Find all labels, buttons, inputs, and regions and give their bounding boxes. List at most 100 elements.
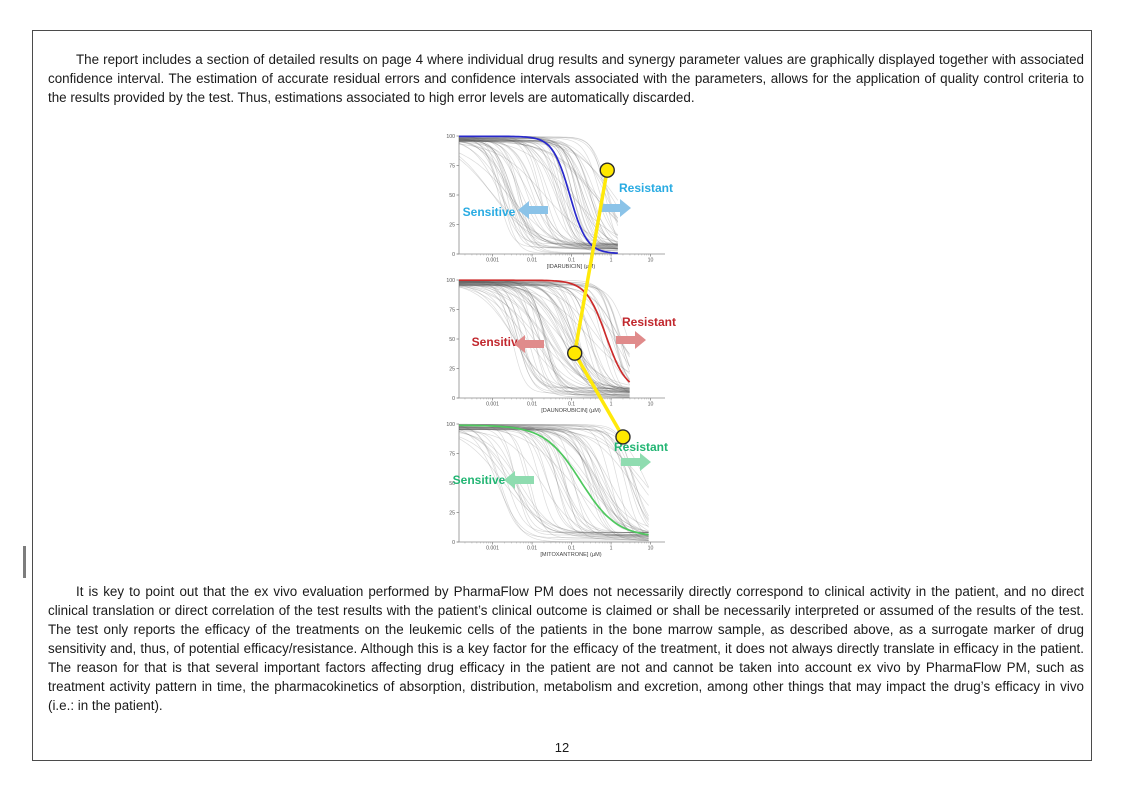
population-curve [459, 429, 649, 535]
population-curve [459, 427, 649, 533]
y-tick-label: 100 [446, 422, 455, 428]
population-curve [459, 141, 618, 247]
population-curve [459, 140, 618, 247]
dose-response-figure: 0 25 50 75 100 0.001 0.01 0.1 1 10 [IDARUBICIN] (µ… [431, 130, 731, 566]
idarubicin-chart: 0 25 50 75 100 0.001 0.01 0.1 1 10 [IDARUBICIN] (µ… [431, 130, 731, 272]
population-curve [458, 139, 618, 248]
population-curve [459, 424, 649, 537]
x-axis-label: [DAUNORUBICIN] (µM) [541, 408, 601, 414]
population-curve [459, 424, 649, 539]
sensitive-arrow-icon [504, 471, 534, 489]
x-tick-label: 1 [610, 258, 613, 264]
x-tick-label: 1 [610, 546, 613, 552]
y-tick-label: 25 [449, 366, 455, 372]
population-curve [459, 423, 649, 534]
population-curve [459, 428, 649, 539]
population-curve [459, 426, 649, 533]
paragraph-report-results: The report includes a section of detaile… [48, 52, 1084, 105]
population-curve [458, 430, 649, 536]
population-curve [458, 425, 649, 543]
chart-canvas: 0 25 50 75 100 0.001 0.01 0.1 1 10 [IDARUBICIN] (µ… [446, 134, 673, 270]
population-curve [458, 428, 649, 541]
y-tick-label: 25 [449, 222, 455, 228]
x-tick-label: 1 [610, 402, 613, 408]
x-tick-label: 10 [648, 258, 654, 264]
x-tick-label: 10 [648, 402, 654, 408]
x-tick-label: 0.001 [486, 546, 499, 552]
population-curve [459, 428, 649, 489]
population-curve [459, 426, 649, 537]
population-curve [458, 426, 649, 532]
resistant-label: Resistant [622, 315, 676, 329]
population-curve [459, 424, 649, 496]
x-axis-label: [MITOXANTRONE] (µM) [540, 552, 601, 558]
population-curve [458, 438, 649, 536]
highlight-curve [459, 424, 649, 536]
y-tick-label: 75 [449, 307, 455, 313]
population-curve [459, 429, 649, 534]
population-curve [458, 428, 649, 535]
population-curve [459, 427, 649, 539]
page-number: 12 [554, 740, 570, 755]
y-tick-label: 25 [449, 510, 455, 516]
page-border-frame: The report includes a section of detaile… [32, 30, 1092, 761]
paragraph-disclaimer: It is key to point out that the ex vivo … [48, 584, 1084, 713]
x-tick-label: 0.1 [568, 546, 575, 552]
x-axis-label: [IDARUBICIN] (µM) [547, 264, 596, 270]
x-tick-label: 0.001 [486, 402, 499, 408]
population-curve [459, 427, 649, 534]
sensitive-label: Sensitive [463, 205, 516, 219]
y-tick-label: 50 [449, 481, 455, 487]
population-curve [459, 428, 649, 535]
population-curve [458, 431, 649, 538]
x-tick-label: 0.001 [486, 258, 499, 264]
population-curve [459, 427, 649, 534]
population-curve [458, 429, 649, 533]
resistant-label: Resistant [614, 440, 668, 454]
population-curve [459, 426, 649, 538]
y-tick-label: 0 [452, 396, 455, 402]
population-curve [459, 427, 649, 532]
population-curve [459, 428, 649, 528]
daunorubicin-chart: 0 25 50 75 100 0.001 0.01 0.1 1 10 [DAUNORUBICIN] … [431, 274, 731, 416]
x-tick-label: 0.1 [568, 402, 575, 408]
resistant-label: Resistant [619, 181, 673, 195]
population-curve [459, 426, 649, 521]
population-curve [459, 429, 649, 535]
sensitive-arrow-icon [514, 335, 544, 353]
y-tick-label: 75 [449, 451, 455, 457]
mitoxantrone-chart: 0 25 50 75 100 0.001 0.01 0.1 1 10 [MITOXANTRONE] … [431, 418, 731, 560]
population-curve [458, 140, 618, 247]
x-tick-label: 0.01 [527, 402, 537, 408]
x-tick-label: 0.01 [527, 258, 537, 264]
population-curve [459, 429, 649, 539]
y-tick-label: 0 [452, 540, 455, 546]
x-tick-label: 10 [648, 546, 654, 552]
population-curve [459, 426, 649, 537]
x-tick-label: 0.1 [568, 258, 575, 264]
sensitive-label: Sensitive [453, 473, 506, 487]
resistant-arrow-icon [621, 453, 651, 471]
sensitive-label: Sensitive [472, 335, 525, 349]
population-curve [458, 426, 649, 539]
population-curve [459, 429, 649, 536]
population-curve [458, 436, 649, 541]
resistant-arrow-icon [616, 331, 646, 349]
population-curve [459, 424, 649, 541]
population-curve [459, 424, 649, 537]
population-curve [459, 137, 619, 236]
population-curve [459, 140, 619, 208]
chart-canvas: 0 25 50 75 100 0.001 0.01 0.1 1 10 [DAUNORUBICIN] … [446, 278, 676, 414]
population-curve [458, 426, 649, 533]
population-curve [459, 428, 649, 536]
sensitive-arrow-icon [518, 201, 548, 219]
y-tick-label: 75 [449, 163, 455, 169]
x-tick-label: 0.01 [527, 546, 537, 552]
y-tick-label: 100 [446, 134, 455, 140]
population-curve [459, 429, 649, 540]
population-curve [458, 432, 649, 539]
population-curve [458, 424, 649, 536]
y-tick-label: 100 [446, 278, 455, 284]
population-curve [458, 430, 649, 538]
